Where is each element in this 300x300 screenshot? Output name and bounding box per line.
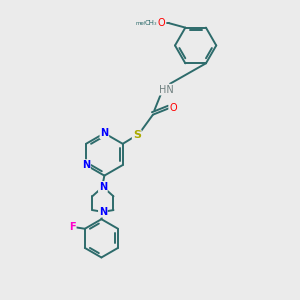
Text: HN: HN — [159, 85, 174, 94]
Text: CH₃: CH₃ — [145, 20, 158, 26]
Text: N: N — [99, 207, 107, 217]
Text: O: O — [158, 18, 166, 28]
Text: N: N — [82, 160, 90, 170]
Text: S: S — [133, 130, 141, 140]
Text: O: O — [169, 103, 177, 113]
Text: F: F — [69, 222, 76, 232]
Text: N: N — [99, 182, 107, 192]
Text: N: N — [100, 128, 108, 138]
Text: O: O — [157, 18, 165, 28]
Text: methoxy: methoxy — [136, 21, 160, 26]
